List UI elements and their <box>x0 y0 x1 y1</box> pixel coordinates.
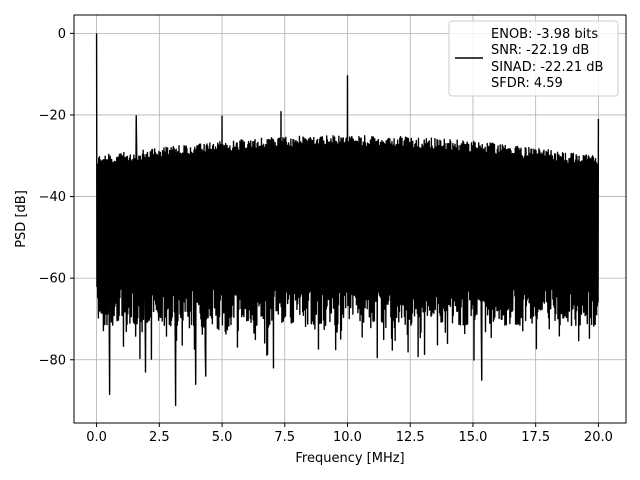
y-tick-label: −60 <box>39 272 66 287</box>
legend-sfdr: SFDR: 4.59 <box>491 76 563 91</box>
y-axis-label: PSD [dB] <box>14 190 29 248</box>
x-tick-label: 2.5 <box>149 430 170 445</box>
psd-series-line <box>95 33 600 407</box>
x-tick-label: 7.5 <box>274 430 295 445</box>
x-tick-label: 15.0 <box>458 430 487 445</box>
legend-enob: ENOB: -3.98 bits <box>491 27 598 42</box>
y-tick-label: −80 <box>39 353 66 368</box>
plot-area <box>95 33 600 407</box>
x-axis-label: Frequency [MHz] <box>295 451 404 466</box>
x-tick-label: 5.0 <box>212 430 233 445</box>
y-tick-label: 0 <box>58 27 66 42</box>
y-tick-label: −40 <box>39 190 66 205</box>
legend-snr: SNR: -22.19 dB <box>491 43 589 58</box>
legend-box <box>448 20 619 97</box>
x-tick-label: 0.0 <box>86 430 107 445</box>
axes-frame <box>73 14 627 424</box>
x-tick-label: 12.5 <box>396 430 425 445</box>
legend: ENOB: -3.98 bits SNR: -22.19 dB SINAD: -… <box>448 20 619 97</box>
ticks: 0.0 2.5 5.0 7.5 10.0 12.5 15.0 17.5 20.0 0 −20 −40 −… <box>39 27 613 445</box>
y-tick-label: −20 <box>39 108 66 123</box>
x-tick-label: 10.0 <box>333 430 362 445</box>
x-tick-label: 17.5 <box>521 430 550 445</box>
legend-sinad: SINAD: -22.21 dB <box>491 60 603 75</box>
x-tick-label: 20.0 <box>584 430 613 445</box>
